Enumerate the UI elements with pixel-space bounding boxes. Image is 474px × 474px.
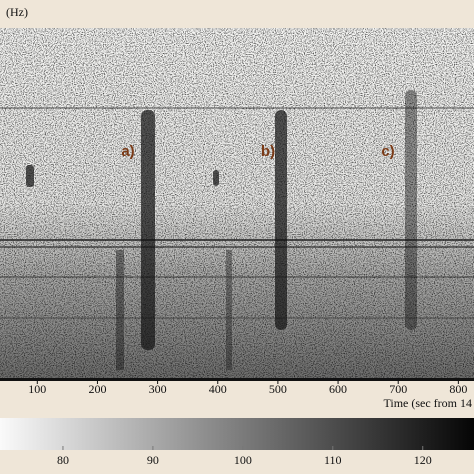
annotation: c) [381,143,394,160]
x-tick-label: 300 [149,382,167,396]
x-tick-label: 100 [28,382,46,396]
spectrogram [0,28,474,378]
colorbar [0,418,474,450]
annotation: b) [261,143,275,160]
y-unit: (Hz) [6,5,28,19]
colorbar-tick-label: 80 [57,453,69,467]
x-tick-label: 600 [329,382,347,396]
x-tick-label: 400 [209,382,227,396]
colorbar-tick-label: 120 [414,453,432,467]
x-tick-label: 700 [389,382,407,396]
x-axis-label: Time (sec from 14 [383,396,472,410]
annotation: a) [121,143,134,160]
colorbar-tick-label: 110 [324,453,342,467]
colorbar-tick-label: 100 [234,453,252,467]
x-tick-label: 500 [269,382,287,396]
x-axis [0,378,474,381]
x-tick-label: 200 [88,382,106,396]
colorbar-tick-label: 90 [147,453,159,467]
x-tick-label: 800 [449,382,467,396]
